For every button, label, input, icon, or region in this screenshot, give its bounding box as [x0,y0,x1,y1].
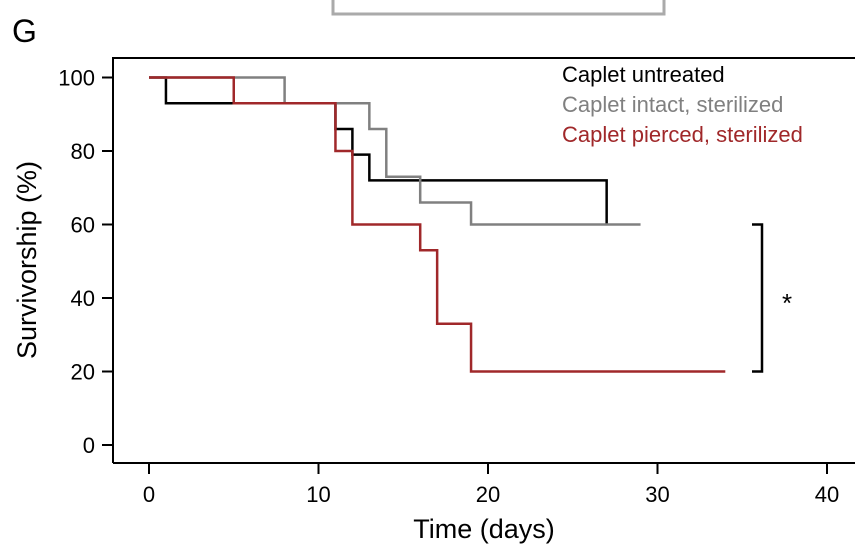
x-tick-label: 10 [306,482,330,507]
legend-entry: Caplet intact, sterilized [562,92,783,117]
y-tick-label: 20 [71,360,95,385]
y-axis-title: Survivorship (%) [12,161,42,359]
legend-entry: Caplet untreated [562,62,725,87]
significance-bracket [752,223,764,373]
x-axis-title: Time (days) [413,514,555,544]
y-tick-label: 40 [71,286,95,311]
y-tick-label: 80 [71,139,95,164]
x-tick-label: 20 [476,482,500,507]
y-tick-label: 0 [83,433,95,458]
y-ticks: 0 20 40 60 80 100 [58,66,113,458]
legend-entry: Caplet pierced, sterilized [562,122,803,147]
x-tick-label: 40 [815,482,839,507]
cropped-box-fragment [331,0,666,16]
legend: Caplet untreated Caplet intact, sterilize… [562,62,803,147]
y-tick-label: 60 [71,213,95,238]
x-tick-label: 30 [645,482,669,507]
axes-frame [112,57,855,463]
series-line-3 [149,76,726,373]
x-tick-label: 0 [143,482,155,507]
series-line-2 [149,76,641,226]
significance-asterisk: * [782,288,792,318]
y-tick-label: 100 [58,66,95,91]
panel-label: G [12,13,37,49]
series-line-1 [149,76,608,225]
x-ticks: 0 10 20 30 40 [143,463,839,507]
series-layer [149,76,726,373]
